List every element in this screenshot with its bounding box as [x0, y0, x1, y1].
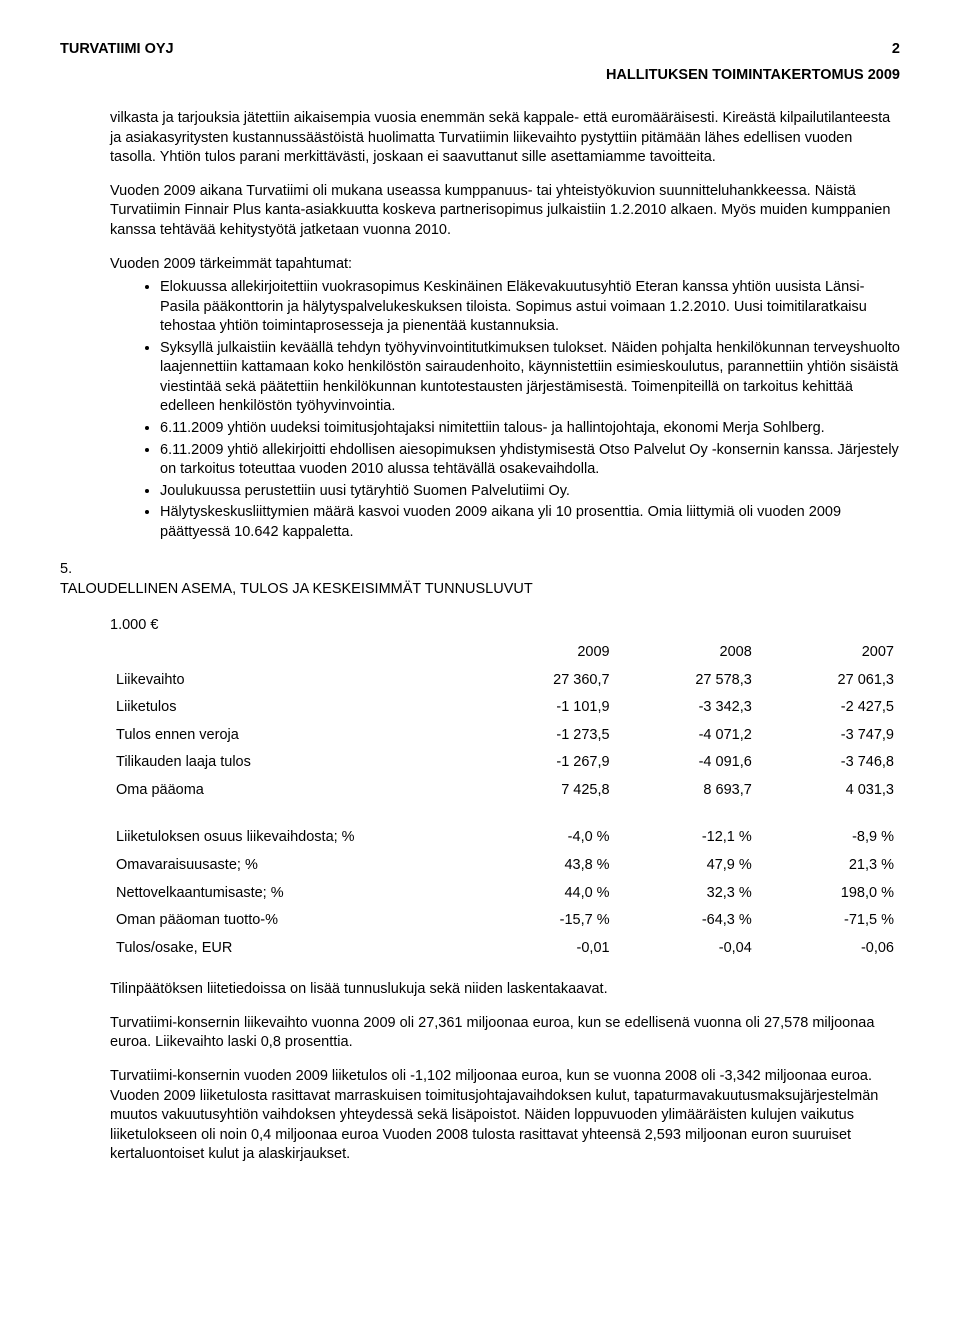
- table-row: Tulos ennen veroja-1 273,5-4 071,2-3 747…: [110, 722, 900, 750]
- table-cell: 4 031,3: [758, 777, 900, 805]
- table-cell: -64,3 %: [616, 907, 758, 935]
- table-row: Omavaraisuusaste; %43,8 %47,9 %21,3 %: [110, 852, 900, 880]
- paragraph-3: Vuoden 2009 tärkeimmät tapahtumat:: [60, 255, 900, 275]
- table-cell: -2 427,5: [758, 694, 900, 722]
- table-cell: 8 693,7: [616, 777, 758, 805]
- list-item: Elokuussa allekirjoitettiin vuokrasopimu…: [160, 278, 900, 337]
- table-cell: 47,9 %: [616, 852, 758, 880]
- table-cell: Oman pääoman tuotto-%: [110, 907, 473, 935]
- header-cell: 2008: [616, 639, 758, 667]
- table-cell: 198,0 %: [758, 880, 900, 908]
- table-cell: 44,0 %: [473, 880, 615, 908]
- table-cell: -1 273,5: [473, 722, 615, 750]
- table-cell: 32,3 %: [616, 880, 758, 908]
- table-cell: Tulos/osake, EUR: [110, 935, 473, 963]
- table-cell: 43,8 %: [473, 852, 615, 880]
- footer-paragraph-3: Turvatiimi-konsernin vuoden 2009 liiketu…: [60, 1067, 900, 1165]
- table-cell: Omavaraisuusaste; %: [110, 852, 473, 880]
- table-cell: -4,0 %: [473, 824, 615, 852]
- header-cell: 2009: [473, 639, 615, 667]
- table-cell: -3 342,3: [616, 694, 758, 722]
- financial-table: 2009 2008 2007 Liikevaihto27 360,727 578…: [110, 639, 900, 962]
- table-cell: -1 267,9: [473, 749, 615, 777]
- table-cell: -0,06: [758, 935, 900, 963]
- table-cell: -15,7 %: [473, 907, 615, 935]
- table-cell: -71,5 %: [758, 907, 900, 935]
- section-number: 5.: [60, 560, 900, 580]
- table-cell: Liiketulos: [110, 694, 473, 722]
- table-cell: -12,1 %: [616, 824, 758, 852]
- company-name: TURVATIIMI OYJ: [60, 40, 174, 60]
- document-title: HALLITUKSEN TOIMINTAKERTOMUS 2009: [60, 66, 900, 86]
- footer-paragraph-2: Turvatiimi-konsernin liikevaihto vuonna …: [60, 1014, 900, 1053]
- list-item: Syksyllä julkaistiin keväällä tehdyn työ…: [160, 339, 900, 417]
- section-title: TALOUDELLINEN ASEMA, TULOS JA KESKEISIMM…: [60, 580, 900, 600]
- table-row: Oma pääoma7 425,88 693,74 031,3: [110, 777, 900, 805]
- table-cell: -0,04: [616, 935, 758, 963]
- table-cell: -0,01: [473, 935, 615, 963]
- table-row: Liiketuloksen osuus liikevaihdosta; %-4,…: [110, 824, 900, 852]
- table-cell: 7 425,8: [473, 777, 615, 805]
- table-cell: -4 091,6: [616, 749, 758, 777]
- paragraph-1: vilkasta ja tarjouksia jätettiin aikaise…: [60, 109, 900, 168]
- table-cell: Liiketuloksen osuus liikevaihdosta; %: [110, 824, 473, 852]
- table-cell: 27 061,3: [758, 667, 900, 695]
- table-unit: 1.000 €: [110, 616, 900, 636]
- footer-paragraph-1: Tilinpäätöksen liitetiedoissa on lisää t…: [60, 980, 900, 1000]
- page-header: TURVATIIMI OYJ 2: [60, 40, 900, 60]
- table-cell: 21,3 %: [758, 852, 900, 880]
- header-cell: 2007: [758, 639, 900, 667]
- table-cell: Oma pääoma: [110, 777, 473, 805]
- table-cell: Tulos ennen veroja: [110, 722, 473, 750]
- table-cell: Tilikauden laaja tulos: [110, 749, 473, 777]
- list-item: 6.11.2009 yhtiön uudeksi toimitusjohtaja…: [160, 419, 900, 439]
- table-cell: -3 747,9: [758, 722, 900, 750]
- table-cell: -8,9 %: [758, 824, 900, 852]
- table-cell: 27 578,3: [616, 667, 758, 695]
- table-cell: 27 360,7: [473, 667, 615, 695]
- table-row: Tulos/osake, EUR-0,01-0,04-0,06: [110, 935, 900, 963]
- list-item: Joulukuussa perustettiin uusi tytäryhtiö…: [160, 482, 900, 502]
- table-cell: -1 101,9: [473, 694, 615, 722]
- list-item: Hälytyskeskusliittymien määrä kasvoi vuo…: [160, 503, 900, 542]
- table-cell: -3 746,8: [758, 749, 900, 777]
- table-cell: Nettovelkaantumisaste; %: [110, 880, 473, 908]
- page-number: 2: [892, 40, 900, 60]
- table-row: Liikevaihto27 360,727 578,327 061,3: [110, 667, 900, 695]
- table-row: Liiketulos-1 101,9-3 342,3-2 427,5: [110, 694, 900, 722]
- table-row: Tilikauden laaja tulos-1 267,9-4 091,6-3…: [110, 749, 900, 777]
- header-cell: [110, 639, 473, 667]
- list-item: 6.11.2009 yhtiö allekirjoitti ehdollisen…: [160, 441, 900, 480]
- table-cell: -4 071,2: [616, 722, 758, 750]
- table-header-row: 2009 2008 2007: [110, 639, 900, 667]
- paragraph-2: Vuoden 2009 aikana Turvatiimi oli mukana…: [60, 182, 900, 241]
- table-cell: Liikevaihto: [110, 667, 473, 695]
- table-row: Nettovelkaantumisaste; %44,0 %32,3 %198,…: [110, 880, 900, 908]
- table-row: Oman pääoman tuotto-%-15,7 %-64,3 %-71,5…: [110, 907, 900, 935]
- event-list: Elokuussa allekirjoitettiin vuokrasopimu…: [60, 278, 900, 542]
